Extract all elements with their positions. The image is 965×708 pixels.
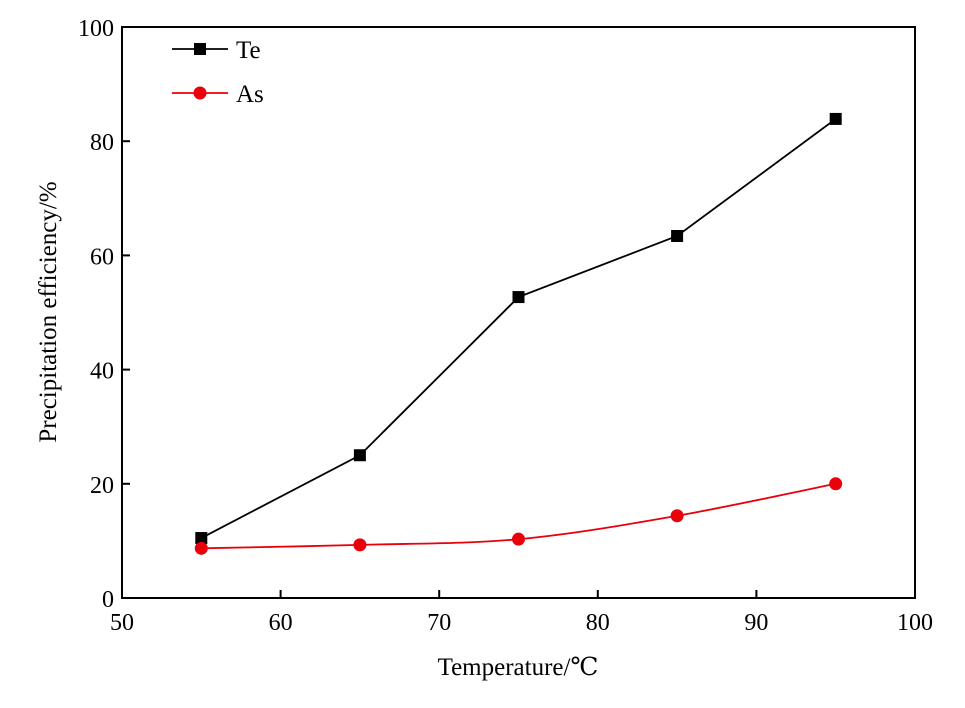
data-point-te (671, 229, 684, 242)
data-point-te (353, 449, 366, 462)
legend-label: As (236, 81, 264, 108)
y-tick-label: 0 (102, 587, 114, 613)
data-point-te (829, 112, 842, 125)
y-axis-label: Precipitation efficiency/% (35, 181, 62, 442)
x-axis-label: Temperature/℃ (438, 654, 599, 681)
y-tick-label: 60 (90, 244, 114, 270)
plot-frame (121, 26, 916, 599)
data-point-as (194, 541, 208, 555)
x-tick-label: 90 (744, 610, 768, 636)
y-tick-label: 20 (90, 473, 114, 499)
series-line-te (200, 118, 837, 539)
x-tick-label: 60 (269, 610, 293, 636)
y-tick-label: 40 (90, 359, 114, 385)
x-tick-label: 70 (427, 610, 451, 636)
data-point-as (670, 509, 684, 523)
legend: Te As (172, 37, 264, 108)
data-point-as (829, 477, 843, 491)
x-tick-label: 80 (586, 610, 610, 636)
legend-marker-as (193, 86, 207, 100)
legend-marker-te (194, 43, 206, 55)
data-point-te (512, 291, 525, 304)
legend-label: Te (236, 37, 261, 64)
data-point-as (512, 532, 525, 546)
data-point-te (195, 532, 208, 545)
x-tick-label: 100 (897, 610, 933, 636)
data-point-as (353, 538, 367, 552)
x-tick-label: 50 (110, 610, 134, 636)
y-tick-label: 100 (78, 16, 114, 42)
y-tick-label: 80 (90, 130, 114, 156)
